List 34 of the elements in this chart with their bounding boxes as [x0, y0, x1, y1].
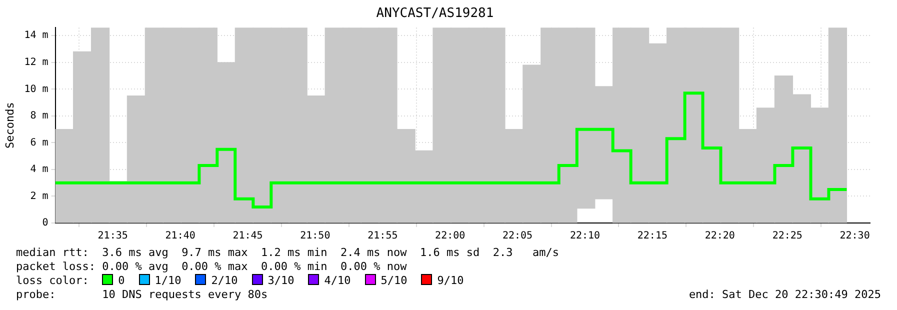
legend-label: 9/10 [437, 274, 464, 287]
y-tick-label: 0 [42, 218, 48, 229]
x-tick-label: 22:00 [435, 230, 466, 242]
x-tick-label: 22:05 [502, 230, 533, 242]
x-tick-label: 22:20 [704, 230, 735, 242]
x-tick-label: 21:45 [232, 230, 263, 242]
y-tick-label: 2 m [30, 190, 48, 202]
x-tick-label: 22:25 [772, 230, 802, 242]
x-tick-label: 21:40 [165, 230, 196, 242]
x-tick-label: 22:15 [637, 230, 668, 242]
legend-label: 2/10 [211, 274, 238, 287]
text: packet loss: 0.00 % avg 0.00 % max 0.00 % min 0.00 % now [16, 260, 408, 274]
legend-label: 4/10 [324, 274, 351, 287]
y-tick-label: 4 m [30, 164, 48, 176]
legend-title: loss color: [16, 274, 90, 287]
y-axis-title: Seconds [3, 102, 16, 148]
x-tick-label: 22:30 [840, 230, 870, 242]
x-tick-label: 21:55 [368, 230, 398, 242]
y-tick-label: 6 m [30, 137, 48, 148]
chart-title: ANYCAST/AS19281 [376, 6, 494, 22]
y-tick-label: 12 m [24, 56, 48, 68]
x-tick-label: 22:10 [570, 230, 600, 242]
text: median rtt: 3.6 ms avg 9.7 ms max 1.2 ms min 2.4 ms now 1.6 ms sd 2.3 am/s [16, 246, 560, 260]
y-tick-label: 14 m [24, 30, 48, 42]
legend-label: 0 [118, 274, 125, 287]
legend-label: 3/10 [268, 274, 294, 287]
legend-label: 5/10 [380, 274, 408, 287]
x-tick-label: 21:35 [98, 230, 128, 242]
x-tick-label: 21:50 [300, 230, 330, 242]
y-tick-label: 10 m [24, 84, 48, 95]
text: probe: 10 DNS requests every 80s [16, 288, 268, 301]
text: end: Sat Dec 20 22:30:49 2025 [688, 288, 881, 302]
y-tick-label: 8 m [30, 110, 48, 122]
legend-label: 1/10 [154, 274, 182, 287]
